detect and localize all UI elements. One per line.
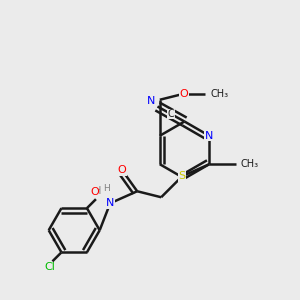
Text: CH₃: CH₃ — [211, 89, 229, 99]
Text: O: O — [118, 165, 127, 175]
Text: O: O — [179, 89, 188, 99]
Text: N: N — [205, 131, 213, 141]
Text: H: H — [94, 186, 102, 196]
Text: S: S — [178, 171, 186, 181]
Text: N: N — [106, 198, 114, 208]
Text: O: O — [90, 187, 99, 197]
Text: H: H — [103, 184, 110, 193]
Text: CH₃: CH₃ — [241, 159, 259, 169]
Text: N: N — [147, 95, 156, 106]
Text: Cl: Cl — [44, 262, 55, 272]
Text: C: C — [168, 109, 174, 119]
